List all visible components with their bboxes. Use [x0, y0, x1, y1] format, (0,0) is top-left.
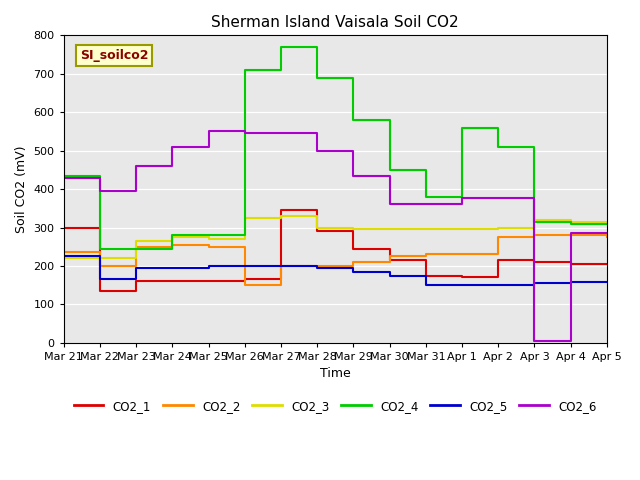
Title: Sherman Island Vaisala Soil CO2: Sherman Island Vaisala Soil CO2 — [211, 15, 459, 30]
Y-axis label: Soil CO2 (mV): Soil CO2 (mV) — [15, 145, 28, 233]
Text: SI_soilco2: SI_soilco2 — [80, 49, 148, 62]
Legend: CO2_1, CO2_2, CO2_3, CO2_4, CO2_5, CO2_6: CO2_1, CO2_2, CO2_3, CO2_4, CO2_5, CO2_6 — [69, 395, 602, 417]
X-axis label: Time: Time — [320, 367, 351, 380]
